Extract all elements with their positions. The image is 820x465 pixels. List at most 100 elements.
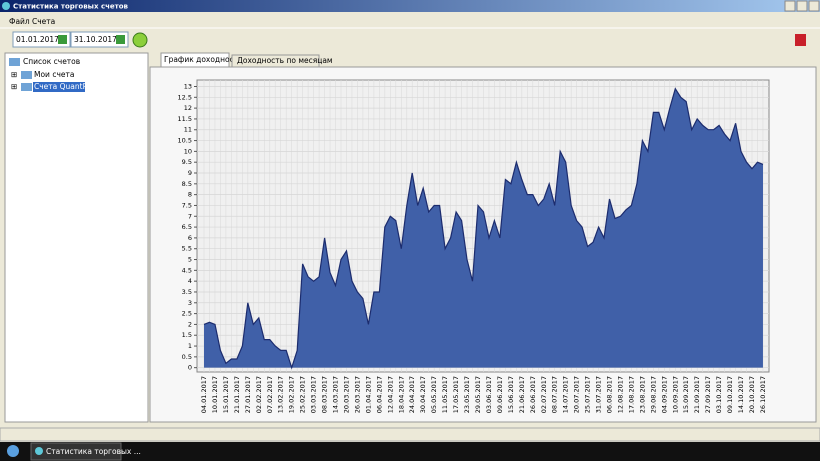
folder-icon <box>21 71 32 79</box>
x-tick-label: 14.03.2017 <box>332 376 340 413</box>
y-tick-label: 12.5 <box>178 93 192 101</box>
x-tick-label: 02.07.2017 <box>540 376 548 413</box>
restore[interactable] <box>797 1 807 11</box>
y-tick-label: 4 <box>188 277 192 285</box>
y-tick-label: 2.5 <box>182 310 192 318</box>
refresh-button[interactable] <box>133 33 147 47</box>
x-tick-label: 19.02.2017 <box>288 376 296 413</box>
x-tick-label: 14.07.2017 <box>562 376 570 413</box>
start-button[interactable] <box>7 445 19 457</box>
x-tick-label: 03.06.2017 <box>485 376 493 413</box>
app-icon <box>2 2 10 10</box>
y-tick-label: 10 <box>184 147 192 155</box>
calendar-button[interactable] <box>58 35 67 44</box>
x-tick-label: 06.08.2017 <box>606 376 614 413</box>
y-tick-label: 12 <box>184 104 192 112</box>
y-tick-label: 1 <box>188 342 192 350</box>
tree-root[interactable]: Список счетов <box>23 57 80 66</box>
x-tick-label: 12.08.2017 <box>616 376 624 413</box>
y-tick-label: 1.5 <box>182 331 192 339</box>
x-tick-label: 20.03.2017 <box>342 376 350 413</box>
x-tick-label: 03.03.2017 <box>310 376 318 413</box>
y-tick-label: 8 <box>188 191 192 199</box>
export-button[interactable] <box>795 34 806 46</box>
x-tick-label: 20.07.2017 <box>573 376 581 413</box>
x-tick-label: 18.04.2017 <box>397 376 405 413</box>
tree-panel <box>5 53 148 422</box>
x-tick-label: 30.04.2017 <box>419 376 427 413</box>
x-tick-label: 13.02.2017 <box>277 376 285 413</box>
y-tick-label: 0.5 <box>182 353 192 361</box>
tree-item[interactable]: Мои счета <box>34 70 74 79</box>
x-tick-label: 21.01.2017 <box>233 376 241 413</box>
y-tick-label: 3.5 <box>182 288 192 296</box>
x-tick-label: 08.03.2017 <box>321 376 329 413</box>
y-tick-label: 7.5 <box>182 201 192 209</box>
y-tick-label: 6 <box>188 234 192 242</box>
y-tick-label: 5.5 <box>182 245 192 253</box>
x-tick-label: 24.04.2017 <box>408 376 416 413</box>
tab-label[interactable]: Доходность по месяцам <box>237 56 333 65</box>
tab-label[interactable]: График доходности <box>164 55 243 64</box>
y-tick-label: 10.5 <box>178 137 192 145</box>
y-tick-label: 9.5 <box>182 158 192 166</box>
x-tick-label: 17.05.2017 <box>452 376 460 413</box>
menu-item[interactable]: Файл <box>9 17 30 26</box>
date-from-text: 01.01.2017 <box>16 35 59 44</box>
x-tick-label: 15.09.2017 <box>682 376 690 413</box>
x-tick-label: 23.05.2017 <box>463 376 471 413</box>
y-tick-label: 2 <box>188 320 192 328</box>
x-tick-label: 29.05.2017 <box>474 376 482 413</box>
x-tick-label: 11.05.2017 <box>441 376 449 413</box>
expander[interactable]: ⊞ <box>11 82 17 91</box>
folder-icon <box>9 58 20 66</box>
x-tick-label: 14.10.2017 <box>737 376 745 413</box>
x-tick-label: 03.10.2017 <box>715 376 723 413</box>
y-tick-label: 9 <box>188 169 192 177</box>
x-tick-label: 26.10.2017 <box>759 376 767 413</box>
x-tick-label: 10.09.2017 <box>671 376 679 413</box>
app-icon <box>35 447 43 455</box>
y-tick-label: 11 <box>184 126 192 134</box>
y-tick-label: 3 <box>188 299 192 307</box>
x-tick-label: 20.10.2017 <box>748 376 756 413</box>
x-tick-label: 26.06.2017 <box>529 376 537 413</box>
window-buttons[interactable] <box>785 1 819 11</box>
x-tick-label: 31.07.2017 <box>595 376 603 413</box>
calendar-button[interactable] <box>116 35 125 44</box>
minimize[interactable] <box>785 1 795 11</box>
x-tick-label: 10.01.2017 <box>211 376 219 413</box>
x-tick-label: 08.07.2017 <box>551 376 559 413</box>
x-tick-label: 12.04.2017 <box>386 376 394 413</box>
x-tick-label: 26.03.2017 <box>353 376 361 413</box>
x-tick-label: 06.04.2017 <box>375 376 383 413</box>
x-tick-label: 15.06.2017 <box>507 376 515 413</box>
x-tick-label: 25.02.2017 <box>299 376 307 413</box>
x-tick-label: 09.06.2017 <box>496 376 504 413</box>
x-tick-label: 07.02.2017 <box>266 376 274 413</box>
x-tick-label: 09.10.2017 <box>726 376 734 413</box>
expander[interactable]: ⊞ <box>11 70 17 79</box>
x-tick-label: 02.02.2017 <box>255 376 263 413</box>
x-tick-label: 27.09.2017 <box>704 376 712 413</box>
tree-item[interactable]: Счета QuantPro <box>34 82 95 91</box>
window-title: Статистика торговых счетов <box>13 3 129 11</box>
y-tick-label: 4.5 <box>182 266 192 274</box>
y-tick-label: 11.5 <box>178 115 192 123</box>
menu-item[interactable]: Счета <box>32 17 55 26</box>
chart: 04.01.201710.01.201715.01.201721.01.2017… <box>178 80 769 413</box>
x-tick-label: 21.09.2017 <box>693 376 701 413</box>
y-tick-label: 0 <box>188 364 192 372</box>
status-bar <box>0 428 820 441</box>
y-tick-label: 6.5 <box>182 223 192 231</box>
folder-icon <box>21 83 32 91</box>
x-tick-label: 04.09.2017 <box>660 376 668 413</box>
x-tick-label: 04.01.2017 <box>200 376 208 413</box>
x-tick-label: 21.06.2017 <box>518 376 526 413</box>
close[interactable] <box>809 1 819 11</box>
y-tick-label: 13 <box>184 82 192 90</box>
y-tick-label: 8.5 <box>182 180 192 188</box>
x-tick-label: 27.01.2017 <box>244 376 252 413</box>
x-tick-label: 25.07.2017 <box>584 376 592 413</box>
